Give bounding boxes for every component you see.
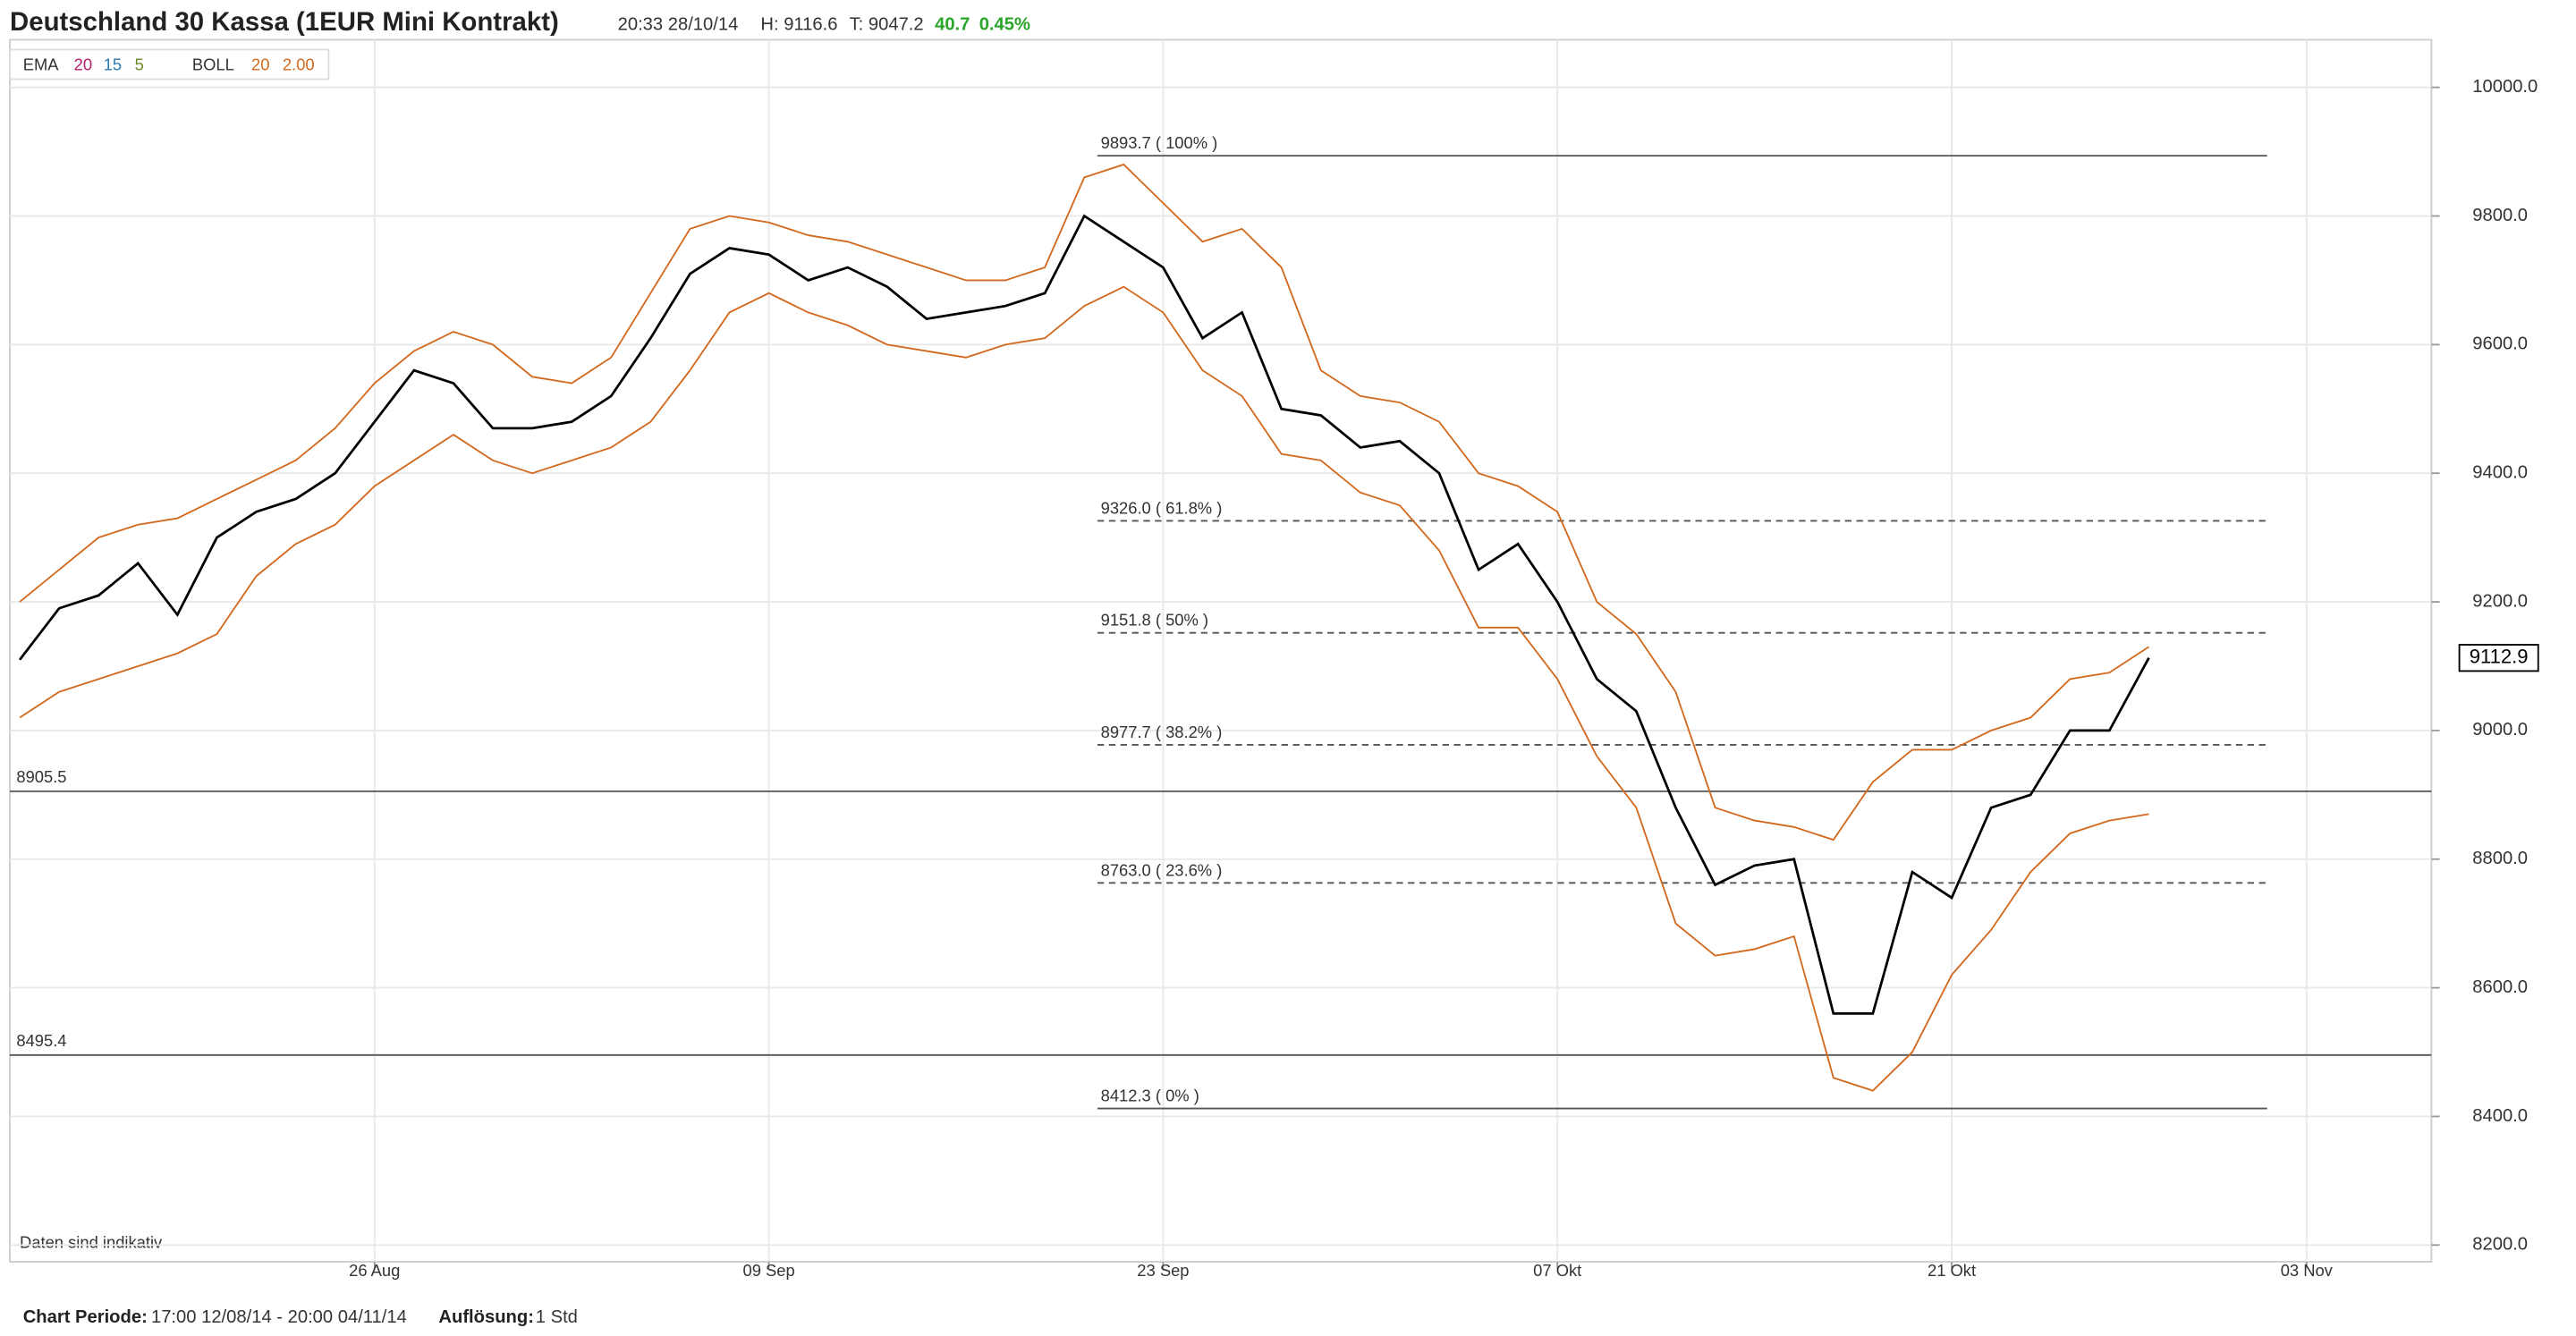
legend-ema-param: 15 — [104, 55, 122, 74]
legend-boll-param: 20 — [251, 55, 269, 74]
axes: 8200.0 8400.0 8600.0 8800.0 9000.0 9200.0 9400… — [16, 77, 2539, 1280]
footer-resolution: 1 Std — [536, 1307, 578, 1327]
timestamp: 20:33 28/10/14 — [618, 14, 739, 34]
y-tick-label: 8800.0 — [2472, 849, 2528, 868]
plot-frame — [9, 38, 2433, 1263]
legend-ema-param: 20 — [74, 55, 92, 74]
footer-label: Chart Periode: — [23, 1307, 148, 1327]
y-tick-label: 9200.0 — [2472, 591, 2528, 611]
x-tick-label: 21 Okt — [1928, 1261, 1976, 1280]
series-line — [18, 214, 2150, 1015]
high: H: 9116.6 — [760, 14, 837, 34]
y-tick-label: 8600.0 — [2472, 977, 2528, 997]
legend-boll-param: 2.00 — [283, 55, 315, 74]
y-tick-label: 9800.0 — [2472, 206, 2528, 225]
change-pct: 0.45% — [979, 14, 1030, 34]
last-price-label: 9112.9 — [2470, 646, 2529, 668]
plot — [10, 39, 2432, 1262]
level-label: 8495.4 — [16, 1031, 66, 1050]
fib-label: 8763.0 ( 23.6% ) — [1101, 860, 1223, 879]
fib-label: 8412.3 ( 0% ) — [1101, 1087, 1199, 1105]
y-tick-label: 9000.0 — [2472, 720, 2528, 740]
fib-label: 9893.7 ( 100% ) — [1101, 133, 1218, 152]
fib-label: 9151.8 ( 50% ) — [1101, 611, 1208, 630]
series-line — [19, 163, 2149, 841]
y-tick-label: 8200.0 — [2472, 1235, 2528, 1255]
x-tick-label: 03 Nov — [2281, 1261, 2334, 1280]
fib-label: 9326.0 ( 61.8% ) — [1101, 498, 1223, 517]
x-tick-label: 23 Sep — [1137, 1261, 1189, 1280]
change: 40.7 — [935, 14, 970, 34]
y-tick-label: 8400.0 — [2472, 1106, 2528, 1126]
y-tick-label: 9400.0 — [2472, 463, 2528, 483]
y-tick-label: 9600.0 — [2472, 334, 2528, 354]
legend-boll: BOLL — [192, 55, 234, 74]
series-line — [19, 285, 2149, 1092]
chart-title: Deutschland 30 Kassa (1EUR Mini Kontrakt… — [10, 7, 559, 37]
y-tick-label: 10000.0 — [2472, 77, 2538, 97]
legend-box — [9, 48, 330, 80]
footer-period: 17:00 12/08/14 - 20:00 04/11/14 — [151, 1307, 407, 1327]
low: T: 9047.2 — [850, 14, 924, 34]
x-tick-label: 09 Sep — [742, 1261, 794, 1280]
x-tick-label: 26 Aug — [349, 1261, 400, 1280]
note: Daten sind indikativ — [20, 1233, 163, 1252]
x-tick-label: 07 Okt — [1533, 1261, 1581, 1280]
legend-ema: EMA — [23, 55, 60, 74]
legend-ema-param: 5 — [135, 55, 144, 74]
footer-label: Auflösung: — [438, 1307, 534, 1327]
level-label: 8905.5 — [16, 767, 66, 786]
fib-label: 8977.7 ( 38.2% ) — [1101, 723, 1223, 741]
last-price-box — [2458, 644, 2539, 672]
